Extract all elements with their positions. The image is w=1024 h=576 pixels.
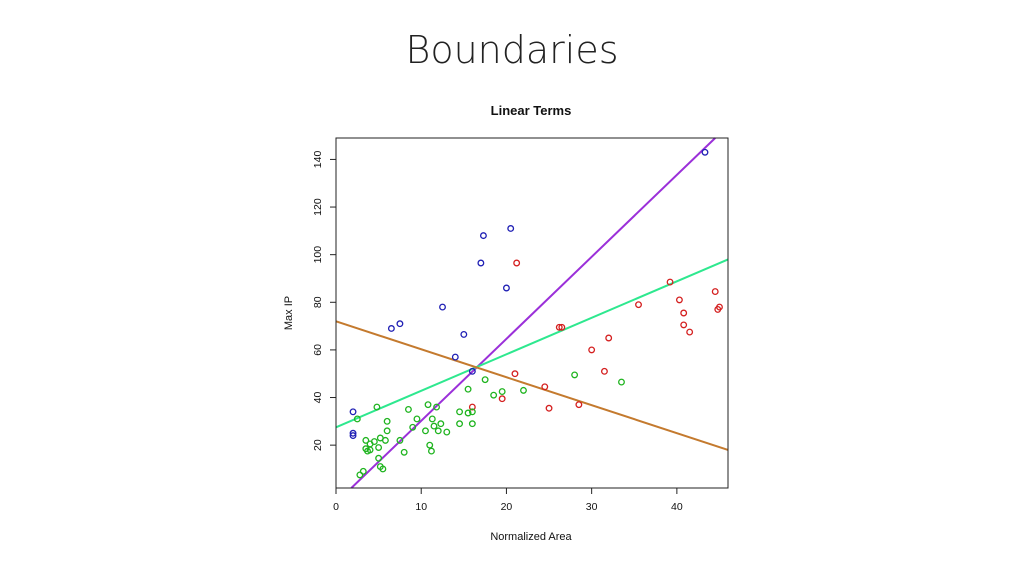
- data-point-series-2: [588, 346, 596, 354]
- data-point-series-1: [468, 367, 476, 375]
- y-axis-label: Max IP: [283, 296, 295, 330]
- data-point-series-3: [490, 391, 498, 399]
- data-point-series-3: [520, 386, 527, 394]
- data-point-series-3: [422, 427, 429, 435]
- x-tick-label: 40: [671, 501, 683, 513]
- data-point-series-3: [373, 403, 381, 411]
- y-tick-label: 140: [312, 151, 324, 169]
- data-point-series-3: [359, 467, 367, 475]
- data-point-series-3: [353, 415, 361, 423]
- data-point-series-3: [404, 405, 412, 413]
- data-point-series-2: [545, 404, 553, 412]
- y-tick-label: 40: [312, 392, 324, 404]
- y-axis: 20 40 60 80 100 120 140: [312, 151, 337, 451]
- y-tick-label: 120: [312, 198, 324, 216]
- fit-line-2: [335, 258, 729, 429]
- data-point-series-3: [426, 441, 434, 449]
- fit-lines: [335, 137, 729, 489]
- data-point-series-1: [507, 225, 515, 232]
- data-point-series-3: [362, 436, 370, 444]
- y-tick-label: 20: [312, 439, 324, 451]
- data-point-series-3: [413, 415, 421, 423]
- data-point-series-2: [555, 323, 563, 331]
- data-point-series-3: [428, 415, 436, 423]
- y-tick-label: 60: [312, 344, 324, 356]
- data-point-series-1: [349, 408, 357, 416]
- x-axis: 0 10 20 30 40: [333, 487, 683, 513]
- data-point-series-1: [477, 259, 485, 267]
- data-point-series-3: [383, 427, 391, 435]
- data-point-series-1: [387, 325, 395, 332]
- data-point-series-3: [456, 408, 464, 416]
- fit-line-1: [350, 137, 716, 489]
- data-point-series-1: [479, 232, 487, 240]
- data-point-series-3: [481, 376, 489, 384]
- data-point-series-2: [686, 328, 694, 336]
- data-point-series-3: [427, 447, 435, 455]
- data-point-series-1: [701, 148, 709, 156]
- x-tick-label: 10: [415, 501, 427, 513]
- data-point-series-2: [468, 403, 476, 411]
- x-tick-label: 0: [333, 501, 339, 513]
- data-point-series-3: [464, 409, 472, 417]
- data-point-series-2: [675, 296, 683, 304]
- data-point-series-3: [430, 422, 438, 430]
- data-point-series-2: [541, 383, 549, 391]
- data-point-series-3: [468, 420, 476, 428]
- data-point-series-3: [434, 427, 442, 435]
- data-point-series-1: [349, 429, 357, 437]
- data-point-series-3: [456, 420, 464, 428]
- data-points: [349, 148, 723, 479]
- data-point-series-3: [498, 388, 506, 396]
- x-tick-label: 20: [501, 501, 513, 513]
- data-point-series-3: [370, 438, 378, 446]
- data-point-series-2: [635, 301, 642, 309]
- data-point-series-3: [356, 471, 364, 479]
- data-point-series-3: [437, 420, 445, 428]
- data-point-series-1: [460, 330, 468, 338]
- data-point-series-1: [396, 320, 404, 328]
- chart-title: Linear Terms: [491, 103, 572, 118]
- data-point-series-2: [498, 395, 506, 403]
- data-point-series-2: [511, 370, 519, 378]
- data-point-series-2: [558, 323, 566, 331]
- data-point-series-3: [571, 371, 579, 379]
- data-point-series-3: [409, 423, 417, 431]
- data-point-series-2: [600, 367, 608, 375]
- data-point-series-3: [468, 408, 476, 416]
- x-tick-label: 30: [586, 501, 598, 513]
- data-point-series-3: [381, 436, 389, 444]
- data-point-series-3: [464, 385, 472, 393]
- y-tick-label: 80: [312, 296, 324, 308]
- data-point-series-2: [666, 278, 674, 286]
- data-point-series-1: [439, 303, 446, 311]
- data-point-series-3: [433, 403, 441, 411]
- data-point-series-2: [716, 303, 723, 311]
- data-point-series-3: [379, 465, 387, 473]
- data-point-series-2: [513, 259, 521, 267]
- slide-title: Boundaries: [405, 28, 619, 72]
- data-point-series-1: [451, 353, 459, 361]
- fit-line-3: [335, 320, 729, 451]
- data-point-series-3: [400, 448, 408, 456]
- x-axis-label: Normalized Area: [490, 531, 572, 543]
- data-point-series-2: [680, 309, 688, 317]
- data-point-series-3: [366, 446, 374, 454]
- data-point-series-3: [618, 378, 625, 386]
- data-point-series-1: [502, 284, 510, 292]
- data-point-series-1: [349, 432, 357, 440]
- data-point-series-3: [443, 428, 451, 436]
- data-point-series-2: [605, 334, 613, 342]
- y-tick-label: 100: [312, 246, 324, 264]
- data-point-series-3: [396, 436, 404, 444]
- data-point-series-2: [575, 401, 583, 409]
- data-point-series-3: [424, 401, 432, 409]
- data-point-series-2: [711, 288, 719, 296]
- data-point-series-2: [680, 321, 688, 329]
- data-point-series-3: [383, 417, 391, 425]
- data-point-series-3: [375, 454, 383, 462]
- data-point-series-3: [375, 444, 383, 451]
